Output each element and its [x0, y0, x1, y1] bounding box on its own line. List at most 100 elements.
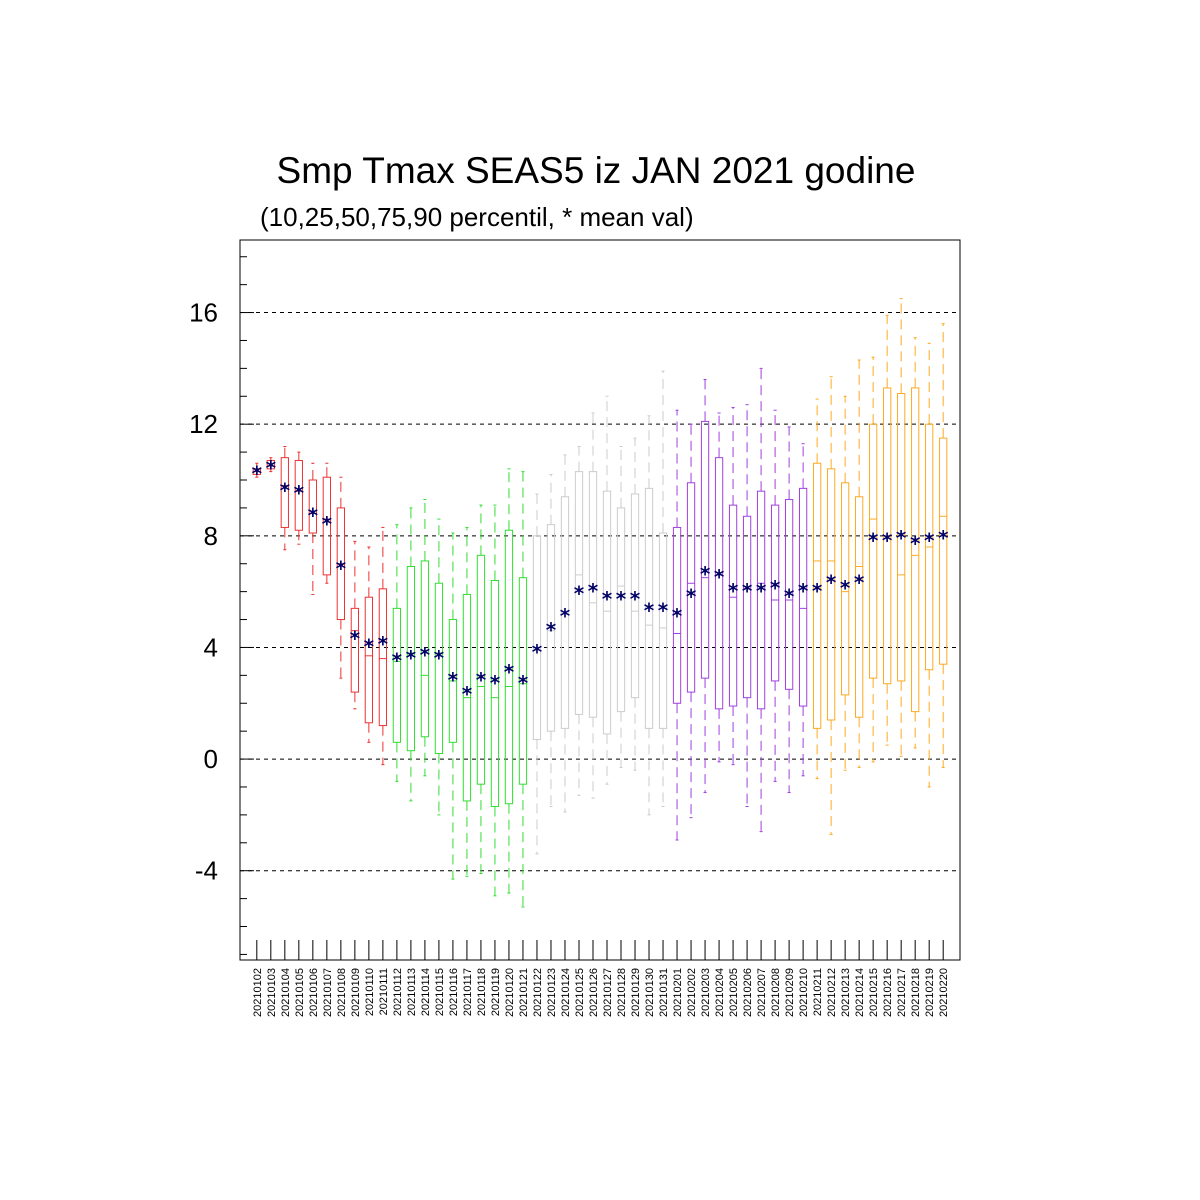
box-20210115	[434, 518, 444, 816]
x-tick-label: 20210122	[532, 968, 544, 1017]
x-tick-label: 20210201	[672, 968, 684, 1017]
box-20210218	[911, 337, 920, 749]
x-tick-label: 20210115	[434, 968, 446, 1016]
x-tick-label: 20210111	[378, 968, 390, 1015]
box-iqr	[364, 596, 374, 724]
x-tick-label: 20210210	[798, 968, 810, 1017]
box-20210117	[462, 526, 472, 877]
x-tick-label: 20210125	[574, 968, 586, 1017]
x-tick-label: 20210124	[560, 968, 572, 1017]
mean-marker: *	[490, 671, 501, 695]
x-tick-label: 20210215	[868, 968, 880, 1017]
box-20210213	[840, 395, 850, 771]
mean-marker: *	[532, 640, 543, 664]
box-iqr	[616, 507, 626, 713]
x-tick-label: 20210110	[364, 968, 376, 1016]
chart-title: Smp Tmax SEAS5 iz JAN 2021 godine	[276, 150, 916, 191]
mean-marker: *	[798, 579, 809, 603]
plot-frame	[239, 239, 961, 961]
box-iqr	[812, 462, 822, 729]
mean-marker: *	[434, 646, 445, 670]
chart-subtitle: (10,25,50,75,90 percentil, * mean val)	[260, 202, 694, 232]
x-tick-label: 20210205	[728, 968, 740, 1017]
box-20210102	[252, 462, 261, 478]
box-20210210	[798, 443, 808, 777]
box-iqr	[911, 387, 920, 713]
mean-marker: *	[546, 618, 557, 642]
x-tick-label: 20210106	[308, 968, 320, 1017]
mean-marker: *	[280, 478, 291, 502]
mean-marker: *	[308, 503, 319, 527]
box-iqr	[588, 471, 598, 718]
box-iqr	[560, 496, 570, 729]
box-20210220	[939, 323, 948, 768]
x-tick-label: 20210103	[266, 968, 278, 1017]
box-iqr	[672, 526, 682, 704]
x-tick-label: 20210117	[462, 968, 474, 1016]
box-iqr	[742, 515, 752, 699]
mean-marker: *	[896, 526, 907, 550]
box-20210130	[644, 415, 654, 816]
box-20210111	[378, 526, 388, 766]
box-20210215	[869, 356, 878, 763]
means-layer: * ** ** *** * ** * * **** * * ***** * * * * * * *** ** * * * * *…	[252, 456, 949, 706]
box-20210128	[616, 446, 626, 768]
box-20210124	[560, 454, 570, 813]
x-tick-label: 20210220	[938, 968, 950, 1017]
mean-marker: *	[294, 481, 305, 505]
x-tick-label: 20210112	[392, 968, 404, 1016]
y-tick-label: 4	[204, 632, 218, 662]
mean-marker: *	[630, 587, 641, 611]
box-20210212	[826, 376, 836, 835]
box-iqr	[798, 487, 808, 707]
box-20210208	[770, 409, 780, 782]
mean-marker: *	[882, 529, 893, 553]
box-iqr	[280, 457, 289, 528]
x-tick-label: 20210208	[770, 968, 782, 1017]
x-tick-label: 20210209	[784, 968, 796, 1017]
mean-marker: *	[742, 579, 753, 603]
x-tick-label: 20210219	[924, 968, 936, 1017]
box-20210216	[883, 314, 892, 746]
box-iqr	[630, 493, 640, 699]
x-tick-label: 20210127	[602, 968, 614, 1017]
x-tick-label: 20210130	[644, 968, 656, 1017]
mean-marker: *	[420, 643, 431, 667]
box-iqr	[546, 524, 556, 732]
box-iqr	[784, 499, 794, 690]
box-20210121	[518, 471, 528, 908]
y-tick-label: 12	[189, 409, 218, 439]
mean-marker: *	[378, 632, 389, 656]
box-iqr	[770, 504, 780, 682]
gridlines	[240, 312, 960, 872]
mean-marker: *	[714, 565, 725, 589]
box-iqr	[714, 457, 724, 710]
box-iqr	[574, 471, 584, 715]
mean-marker: *	[924, 529, 935, 553]
box-iqr	[434, 582, 444, 754]
mean-marker: *	[686, 584, 697, 608]
box-20210126	[588, 412, 598, 799]
box-iqr	[728, 504, 738, 707]
box-20210125	[574, 446, 584, 796]
box-iqr	[518, 577, 528, 785]
box-20210106	[308, 462, 317, 595]
box-20210108	[336, 476, 345, 679]
x-tick-label: 20210214	[854, 968, 866, 1017]
box-iqr	[532, 535, 542, 741]
x-tick-label: 20210129	[630, 968, 642, 1017]
mean-marker: *	[588, 579, 599, 603]
box-20210131	[658, 370, 668, 808]
box-20210211	[812, 398, 822, 780]
mean-marker: *	[756, 579, 767, 603]
box-iqr	[294, 459, 303, 531]
box-20210205	[728, 406, 738, 766]
box-20210120	[504, 468, 514, 894]
box-iqr	[476, 554, 486, 785]
x-tick-label: 20210107	[322, 968, 334, 1017]
box-iqr	[350, 607, 360, 693]
box-20210127	[602, 395, 612, 785]
mean-marker: *	[784, 584, 795, 608]
x-tick-label: 20210204	[714, 968, 726, 1017]
